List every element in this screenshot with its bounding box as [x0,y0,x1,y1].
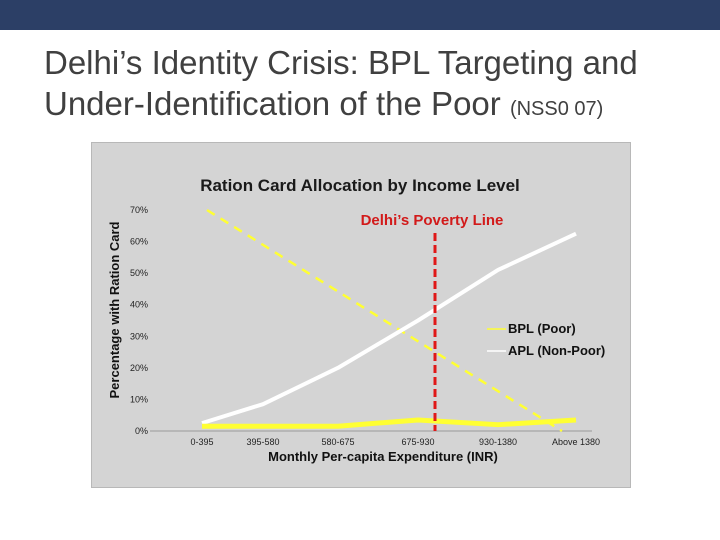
x-tick-label: Above 1380 [552,437,600,447]
legend-label-bpl: BPL (Poor) [508,321,576,336]
slide-title-source: (NSS0 07) [509,98,604,120]
y-tick-label: 20% [130,363,148,373]
x-tick-label: 930-1380 [479,437,517,447]
ration-card-chart: Ration Card Allocation by Income Level 0… [107,176,605,464]
trend-dashed-line [206,208,563,433]
x-tick-label: 580-675 [321,437,354,447]
x-tick-label: 675-930 [401,437,434,447]
x-tick-label: 395-580 [246,437,279,447]
y-tick-label: 70% [130,205,148,215]
slide-title-main: Delhi’s Identity Crisis: BPL Targeting a… [44,44,638,122]
y-tick-label: 10% [130,394,148,404]
y-axis-ticks: 0% 10% 20% 30% 40% 50% 60% 70% [130,205,148,436]
y-tick-label: 60% [130,237,148,247]
y-tick-label: 30% [130,331,148,341]
x-axis-label: Monthly Per-capita Expenditure (INR) [268,449,498,464]
legend: BPL (Poor) APL (Non-Poor) [487,321,605,358]
series-line-bpl [202,417,577,429]
chart-panel: Ration Card Allocation by Income Level 0… [91,142,631,488]
y-axis-label: Percentage with Ration Card [107,221,122,398]
x-axis-ticks: 0-395 395-580 580-675 675-930 930-1380 Above … [190,437,600,447]
y-tick-label: 40% [130,300,148,310]
y-tick-label: 50% [130,268,148,278]
x-tick-label: 0-395 [190,437,213,447]
chart-title: Ration Card Allocation by Income Level [200,176,520,195]
legend-label-apl: APL (Non-Poor) [508,343,605,358]
top-banner [0,0,720,30]
y-tick-label: 0% [135,426,148,436]
series-line-apl [201,231,577,426]
poverty-line-label: Delhi’s Poverty Line [361,212,504,229]
slide-title: Delhi’s Identity Crisis: BPL Targeting a… [44,42,704,130]
